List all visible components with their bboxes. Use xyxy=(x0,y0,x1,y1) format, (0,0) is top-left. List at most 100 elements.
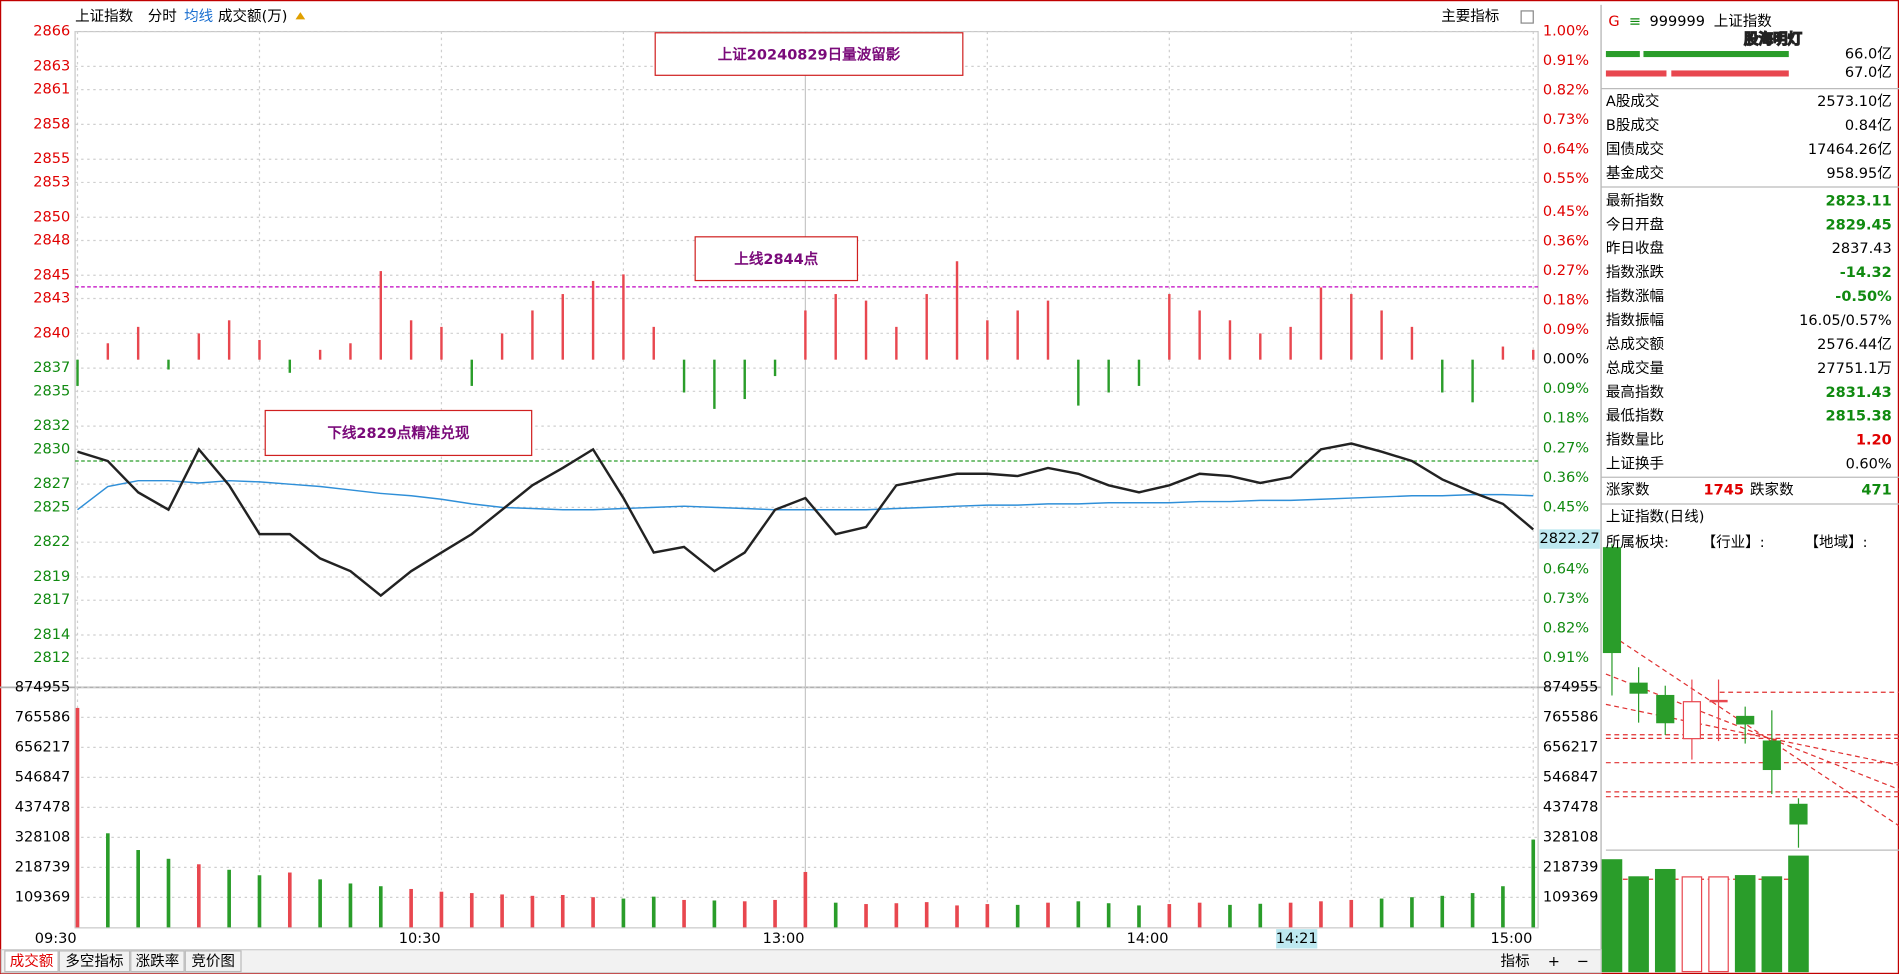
breadth-bar xyxy=(288,359,292,373)
row-label: A股成交 xyxy=(1606,92,1660,110)
volume-bar xyxy=(591,897,595,928)
breadth-bar xyxy=(227,320,231,360)
toolbar-tab[interactable]: 均线 xyxy=(184,8,213,25)
volume-bar xyxy=(530,895,535,928)
row-label: 昨日收盘 xyxy=(1606,239,1664,257)
cursor-time: 14:21 xyxy=(1276,930,1318,947)
daily-volume-bar xyxy=(1788,855,1809,973)
vol-tick-label: 874955 xyxy=(15,678,70,695)
volume-bar xyxy=(106,833,110,928)
toolbar-tab[interactable]: 分时 xyxy=(148,8,177,25)
y-tick-label: 2822 xyxy=(33,533,70,550)
y2-tick-label: 0.91% xyxy=(1543,52,1589,69)
breadth-bar xyxy=(1380,310,1383,360)
breadth-bar xyxy=(1532,349,1535,360)
volume-bar xyxy=(1440,895,1445,928)
y-tick-label: 2825 xyxy=(33,498,70,515)
cursor-value: 2822.27 xyxy=(1540,530,1600,547)
y2-tick-label: 0.18% xyxy=(1543,292,1589,309)
average-line xyxy=(77,479,1534,511)
row-label: B股成交 xyxy=(1606,116,1660,134)
volume-bar xyxy=(348,883,353,928)
volume-bar xyxy=(1531,839,1536,928)
volume-bar xyxy=(197,864,201,928)
bottom-tab-bg[interactable] xyxy=(130,950,185,973)
menu-icon[interactable]: ≡ xyxy=(1629,13,1641,30)
up-label: 涨家数 xyxy=(1606,482,1650,499)
row-label: 最新指数 xyxy=(1606,192,1665,209)
sector-label: 所属板块: xyxy=(1606,533,1669,551)
row-value: 16.05/0.57% xyxy=(1799,312,1892,329)
volume-bar xyxy=(257,875,262,928)
y-tick-label: 2853 xyxy=(33,173,70,190)
vol-tick-label: 328108 xyxy=(15,828,70,845)
sector-label: 【行业】: xyxy=(1702,534,1765,551)
volume-bar xyxy=(560,895,565,928)
row-value: 2829.45 xyxy=(1826,216,1892,233)
bottom-tab-bg[interactable] xyxy=(58,950,131,973)
volume-bar xyxy=(924,902,929,928)
breadth-bar xyxy=(895,326,898,360)
vol-tick-label-right: 109369 xyxy=(1543,888,1598,905)
bar-red xyxy=(1605,70,1667,77)
volume-bar xyxy=(712,900,717,928)
breadth-bar xyxy=(773,359,777,377)
volume-bar xyxy=(227,869,231,928)
breadth-bar xyxy=(1228,320,1232,360)
breadth-bar xyxy=(76,359,79,386)
y-tick-label: 2835 xyxy=(33,382,70,399)
bottom-tab-bg[interactable] xyxy=(4,950,59,973)
breadth-bar xyxy=(1441,359,1444,393)
volume-bar xyxy=(742,901,747,928)
row-label: 今日开盘 xyxy=(1606,215,1664,233)
breadth-bar xyxy=(106,343,110,360)
volume-bar xyxy=(500,894,504,928)
vol-tick-label: 656217 xyxy=(15,738,70,755)
breadth-bar xyxy=(652,326,655,360)
row-value: 2831.43 xyxy=(1826,384,1892,401)
breadth-bar xyxy=(470,359,473,386)
toolbar-right[interactable]: 主要指标 xyxy=(1441,8,1499,25)
row-label: 指数涨跌 xyxy=(1606,264,1665,281)
bottom-tab-bg[interactable] xyxy=(184,950,242,973)
y2-tick-label: 0.45% xyxy=(1543,203,1589,220)
vol-tick-label: 546847 xyxy=(15,768,70,785)
bottom-button[interactable]: + xyxy=(1548,953,1560,970)
breadth-bar xyxy=(1259,333,1262,360)
breadth-bar xyxy=(622,274,625,360)
bottom-button[interactable]: 指标 xyxy=(1501,953,1530,970)
y-tick-label: 2837 xyxy=(33,359,70,376)
volume-bar xyxy=(1046,902,1050,928)
plot-frame xyxy=(74,30,1539,929)
volume-bar xyxy=(621,898,626,928)
volume-bar xyxy=(833,902,838,928)
breadth-bar xyxy=(1289,326,1292,360)
breadth-bar xyxy=(743,359,746,400)
volume-bar xyxy=(1076,901,1081,928)
volume-bar xyxy=(1319,901,1323,928)
volume-bar xyxy=(682,899,686,928)
bottom-tab[interactable]: 涨跌率 xyxy=(136,953,180,970)
y-tick-label: 2819 xyxy=(33,568,70,585)
bottom-tab[interactable]: 竞价图 xyxy=(191,952,235,970)
y-tick-label: 2855 xyxy=(33,150,70,167)
vol-tick-label-right: 546847 xyxy=(1543,768,1598,785)
row-value: 958.95亿 xyxy=(1826,165,1891,182)
vol-tick-label-right: 218739 xyxy=(1543,858,1598,875)
breadth-bar xyxy=(349,343,352,360)
vol-tick-label-right: 437478 xyxy=(1543,798,1598,815)
toolbar-tab[interactable]: 成交额(万) xyxy=(218,7,287,25)
breadth-bar xyxy=(1198,310,1201,360)
toolbar-icon-bell[interactable] xyxy=(295,12,306,20)
y2-tick-label: 0.91% xyxy=(1543,649,1589,666)
x-tick-label: 15:00 xyxy=(1491,930,1533,947)
daily-volume-bar xyxy=(1681,876,1703,973)
bottom-button[interactable]: − xyxy=(1577,953,1589,970)
y2-tick-label: 0.00% xyxy=(1543,351,1589,368)
y-tick-label: 2827 xyxy=(33,475,70,492)
vol-tick-label: 218739 xyxy=(15,858,70,875)
row-label: 最低指数 xyxy=(1606,408,1665,425)
bottom-tab[interactable]: 成交额 xyxy=(10,952,54,970)
toolbar-icon[interactable] xyxy=(1520,10,1534,24)
bottom-tab[interactable]: 多空指标 xyxy=(65,953,123,970)
